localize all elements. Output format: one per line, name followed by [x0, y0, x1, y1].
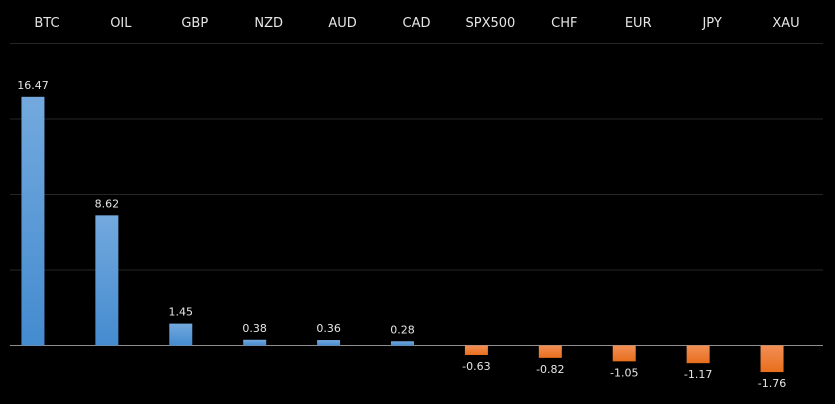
category-label: NZD	[254, 16, 283, 31]
bar-chf	[538, 345, 562, 358]
category-label: XAU	[772, 16, 799, 31]
data-label: 16.47	[17, 79, 49, 92]
data-label: -1.76	[758, 377, 786, 390]
bar-aud	[317, 340, 341, 346]
category-label: AUD	[328, 16, 356, 31]
data-label: 0.38	[242, 322, 267, 335]
bar-eur	[612, 345, 636, 362]
data-label: 0.28	[390, 323, 415, 336]
category-label: EUR	[625, 16, 652, 31]
gridlines	[10, 43, 823, 346]
category-labels: BTC OIL GBP NZD AUD CAD SPX500 CHF EUR JPY XAU	[34, 16, 799, 31]
category-label: OIL	[110, 16, 132, 31]
data-label: -1.05	[610, 366, 638, 379]
data-labels: 16.47 8.62 1.45 0.38 0.36 0.28 -0.63 -0.82 -1.05…	[17, 79, 786, 390]
category-label: CHF	[551, 16, 577, 31]
category-label: CAD	[403, 16, 431, 31]
bars	[21, 96, 784, 373]
data-label: 8.62	[95, 197, 120, 210]
bar-spx500	[464, 345, 488, 356]
category-label: JPY	[701, 16, 721, 31]
data-label: -1.17	[684, 368, 712, 381]
bar-xau	[760, 345, 784, 373]
data-label: -0.63	[462, 360, 490, 373]
data-label: 1.45	[169, 306, 194, 319]
bar-cad	[391, 341, 414, 346]
bar-oil	[95, 215, 119, 346]
data-label: -0.82	[536, 363, 564, 376]
bar-nzd	[243, 339, 267, 346]
bar-gbp	[169, 323, 193, 346]
bar-btc	[21, 96, 45, 346]
category-label: GBP	[181, 16, 208, 31]
bar-jpy	[686, 345, 710, 364]
category-label: BTC	[34, 16, 59, 31]
data-label: 0.36	[316, 322, 341, 335]
category-label: SPX500	[466, 16, 516, 31]
